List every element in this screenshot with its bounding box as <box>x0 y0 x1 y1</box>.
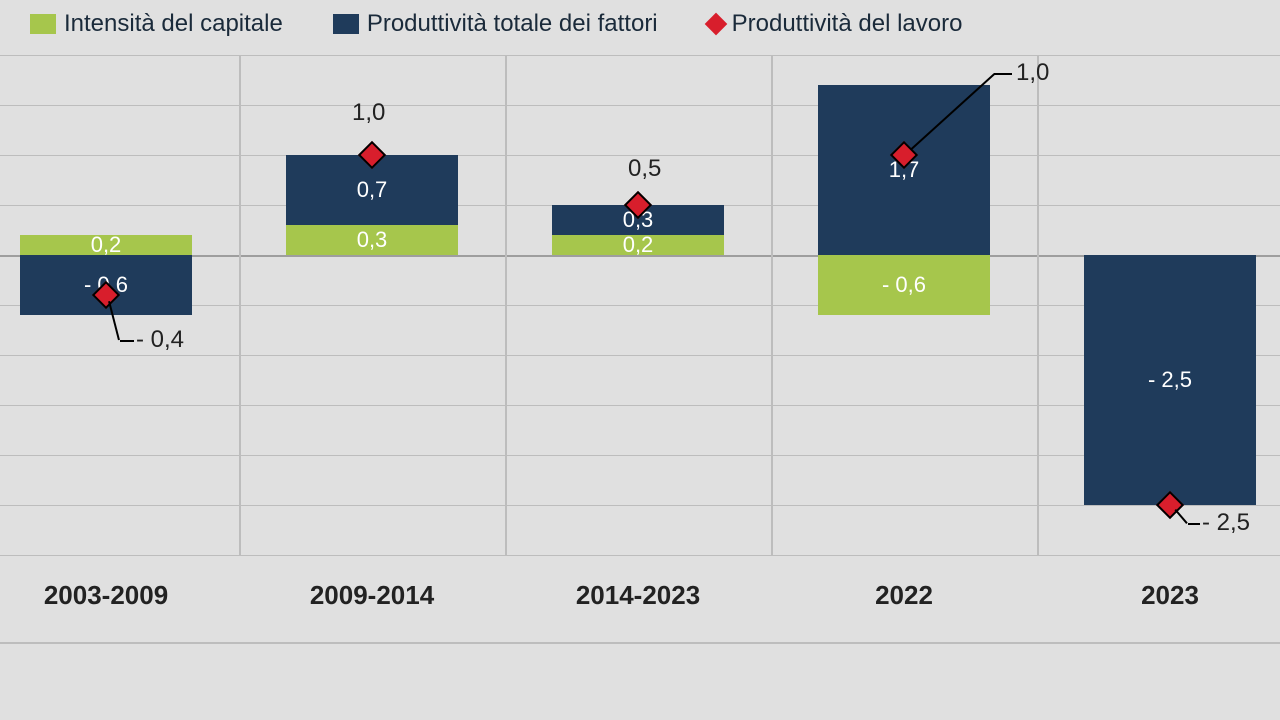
callout-text: 1,0 <box>1016 59 1049 87</box>
gridline <box>0 105 1280 106</box>
bar-tfp: 1,7 <box>818 85 990 255</box>
legend-label-tfp: Produttività totale dei fattori <box>367 10 658 38</box>
bar-capitale-label: 0,3 <box>286 227 458 253</box>
legend-item-lavoro: Produttività del lavoro <box>708 10 963 38</box>
chart-page: Intensità del capitale Produttività tota… <box>0 0 1280 720</box>
plot-area: 0,2- 0,60,30,70,20,3- 0,61,7- 2,5- 0,41,… <box>0 55 1280 555</box>
callout-line <box>994 73 1012 75</box>
bar-capitale: 0,2 <box>552 235 724 255</box>
x-axis-label: 2003-2009 <box>44 580 168 611</box>
gridline <box>0 55 1280 56</box>
legend-label-lavoro: Produttività del lavoro <box>732 10 963 38</box>
gridline <box>0 505 1280 506</box>
group-divider <box>1037 55 1039 555</box>
bar-capitale: - 0,6 <box>818 255 990 315</box>
bar-tfp-label: 0,7 <box>286 177 458 203</box>
x-axis-label: 2022 <box>875 580 933 611</box>
legend-diamond-lavoro <box>704 13 727 36</box>
group-divider <box>239 55 241 555</box>
callout-line <box>1175 509 1188 524</box>
x-axis-label: 2009-2014 <box>310 580 434 611</box>
gridline <box>0 555 1280 556</box>
callout-line <box>120 340 134 342</box>
legend-label-capitale: Intensità del capitale <box>64 10 283 38</box>
group-divider <box>771 55 773 555</box>
legend-swatch-tfp <box>333 14 359 34</box>
bar-capitale: 0,2 <box>20 235 192 255</box>
callout-text: - 2,5 <box>1202 509 1250 537</box>
bar-capitale-label: 0,2 <box>552 232 724 258</box>
legend: Intensità del capitale Produttività tota… <box>30 10 962 38</box>
legend-item-capitale: Intensità del capitale <box>30 10 283 38</box>
bottom-rule <box>0 642 1280 644</box>
callout-text: 0,5 <box>628 155 661 183</box>
legend-swatch-capitale <box>30 14 56 34</box>
callout-text: - 0,4 <box>136 326 184 354</box>
x-axis-label: 2014-2023 <box>576 580 700 611</box>
bar-tfp: - 2,5 <box>1084 255 1256 505</box>
bar-capitale-label: - 0,6 <box>818 272 990 298</box>
bar-tfp-label: - 2,5 <box>1084 367 1256 393</box>
x-axis-label: 2023 <box>1141 580 1199 611</box>
callout-line <box>1188 523 1200 525</box>
bar-capitale: 0,3 <box>286 225 458 255</box>
legend-item-tfp: Produttività totale dei fattori <box>333 10 658 38</box>
group-divider <box>505 55 507 555</box>
callout-text: 1,0 <box>352 99 385 127</box>
